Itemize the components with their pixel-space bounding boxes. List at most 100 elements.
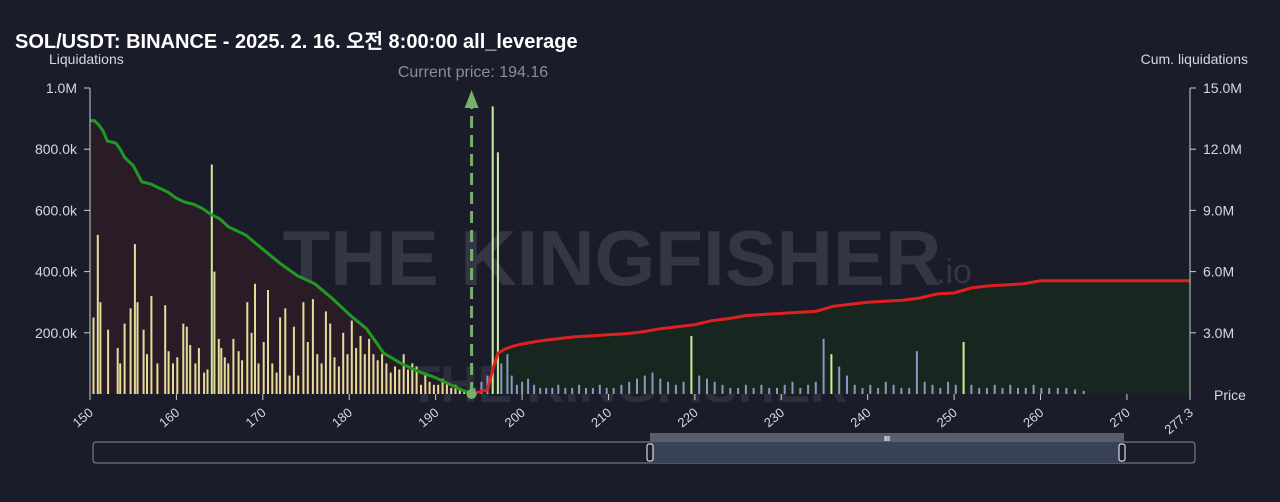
watermark-text: THE KINGFISHER bbox=[283, 214, 942, 302]
long-bar-4 bbox=[116, 348, 119, 394]
short-bar-75 bbox=[1017, 387, 1019, 394]
short-bar-42 bbox=[760, 384, 763, 394]
area-layer bbox=[90, 120, 1190, 394]
long-bar-31 bbox=[232, 338, 235, 394]
long-bar-18 bbox=[182, 323, 185, 394]
short-bar-39 bbox=[737, 387, 740, 394]
short-bar-80 bbox=[1056, 387, 1059, 394]
long-bar-80 bbox=[445, 381, 448, 394]
short-bar-82 bbox=[1074, 389, 1077, 394]
short-bar-17 bbox=[571, 387, 574, 394]
long-bar-27 bbox=[217, 338, 220, 394]
long-bar-37 bbox=[257, 363, 260, 394]
long-bar-71 bbox=[407, 369, 409, 394]
long-bar-48 bbox=[306, 342, 309, 394]
short-bar-31 bbox=[674, 384, 677, 394]
short-bar-25 bbox=[628, 381, 631, 394]
current-price-dot bbox=[466, 389, 477, 399]
long-bar-60 bbox=[359, 335, 362, 394]
range-slider-top-bar[interactable] bbox=[650, 433, 1124, 442]
long-bar-58 bbox=[350, 320, 353, 394]
long-bar-14 bbox=[164, 305, 167, 394]
line-layer bbox=[90, 90, 1190, 399]
short-bar-46 bbox=[791, 381, 794, 394]
x-tick-label-12: 270 bbox=[1107, 405, 1133, 430]
short-bar-41 bbox=[752, 387, 755, 394]
y-right-tick-label-1: 6.0M bbox=[1203, 264, 1234, 280]
long-bar-72 bbox=[411, 363, 414, 394]
long-bar-67 bbox=[389, 372, 392, 394]
short-bar-29 bbox=[659, 378, 662, 394]
current-price-arrow bbox=[464, 90, 479, 108]
range-slider[interactable]: III bbox=[92, 433, 1196, 464]
short-bar-76 bbox=[1024, 387, 1027, 394]
short-bar-8 bbox=[515, 384, 518, 394]
short-bar-33 bbox=[690, 335, 693, 394]
short-bar-51 bbox=[830, 354, 833, 394]
short-bar-62 bbox=[915, 351, 918, 394]
long-bar-73 bbox=[415, 366, 418, 394]
x-tick-label-3: 180 bbox=[329, 405, 355, 430]
long-bar-15 bbox=[167, 351, 170, 394]
long-bar-59 bbox=[355, 348, 358, 394]
short-bar-73 bbox=[1001, 387, 1004, 394]
long-bar-38 bbox=[262, 342, 265, 394]
long-bar-51 bbox=[320, 363, 323, 394]
short-bar-65 bbox=[939, 387, 942, 394]
short-bar-45 bbox=[783, 384, 786, 394]
long-bar-70 bbox=[402, 354, 405, 394]
long-bar-47 bbox=[302, 302, 305, 394]
short-bar-77 bbox=[1032, 384, 1035, 394]
short-bar-36 bbox=[713, 381, 716, 394]
y-right-tick-label-2: 9.0M bbox=[1203, 202, 1234, 218]
short-bar-38 bbox=[729, 387, 732, 394]
range-slider-track[interactable] bbox=[92, 441, 1196, 464]
x-axis-title: Price bbox=[1214, 387, 1246, 403]
short-bar-81 bbox=[1065, 387, 1068, 394]
x-tick-label-1: 160 bbox=[156, 405, 182, 430]
short-bar-79 bbox=[1048, 387, 1051, 394]
short-bar-63 bbox=[923, 381, 926, 394]
long-cum-line bbox=[90, 119, 473, 396]
y-axis-right-title: Cum. liquidations bbox=[1141, 51, 1248, 67]
long-bar-74 bbox=[420, 384, 422, 394]
long-bar-0 bbox=[92, 317, 95, 394]
long-bar-36 bbox=[254, 283, 256, 394]
short-cum-line bbox=[471, 279, 1190, 396]
range-slider-left-handle[interactable] bbox=[646, 443, 654, 462]
short-bar-34 bbox=[698, 375, 701, 394]
short-bar-68 bbox=[962, 342, 965, 394]
short-bar-54 bbox=[853, 384, 856, 394]
long-bar-44 bbox=[288, 375, 291, 394]
short-bar-43 bbox=[768, 387, 771, 394]
long-bar-10 bbox=[142, 329, 145, 394]
long-bar-53 bbox=[329, 323, 332, 394]
range-slider-right-handle[interactable] bbox=[1118, 443, 1126, 462]
short-bar-69 bbox=[970, 384, 973, 394]
long-bar-12 bbox=[150, 296, 153, 394]
long-bar-3 bbox=[107, 329, 110, 394]
short-bar-44 bbox=[776, 387, 778, 394]
short-bar-32 bbox=[682, 381, 685, 394]
long-bar-39 bbox=[267, 290, 269, 394]
long-bar-66 bbox=[385, 363, 388, 394]
short-bar-5 bbox=[500, 363, 503, 394]
short-bar-20 bbox=[591, 387, 594, 394]
long-bar-29 bbox=[223, 357, 226, 394]
range-slider-grip-icon[interactable]: III bbox=[884, 436, 890, 443]
short-bar-21 bbox=[598, 384, 601, 394]
short-bar-23 bbox=[612, 387, 615, 394]
long-bar-77 bbox=[432, 384, 435, 394]
range-slider-window[interactable] bbox=[650, 442, 1122, 463]
long-bar-49 bbox=[311, 299, 314, 394]
short-bar-6 bbox=[506, 354, 509, 394]
short-bar-1 bbox=[480, 381, 483, 394]
short-bar-35 bbox=[706, 378, 708, 394]
short-bar-19 bbox=[585, 387, 587, 394]
y-right-tick-label-3: 12.0M bbox=[1203, 141, 1242, 157]
short-bar-47 bbox=[799, 387, 802, 394]
short-bar-64 bbox=[931, 384, 934, 394]
chart-title: SOL/USDT: BINANCE - 2025. 2. 16. 오전 8:00… bbox=[15, 30, 578, 53]
current-price-label: Current price: 194.16 bbox=[398, 64, 548, 81]
